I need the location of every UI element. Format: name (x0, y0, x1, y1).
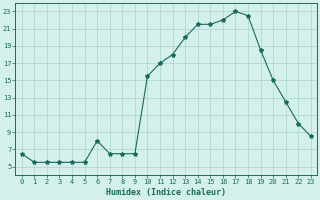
X-axis label: Humidex (Indice chaleur): Humidex (Indice chaleur) (106, 188, 226, 197)
